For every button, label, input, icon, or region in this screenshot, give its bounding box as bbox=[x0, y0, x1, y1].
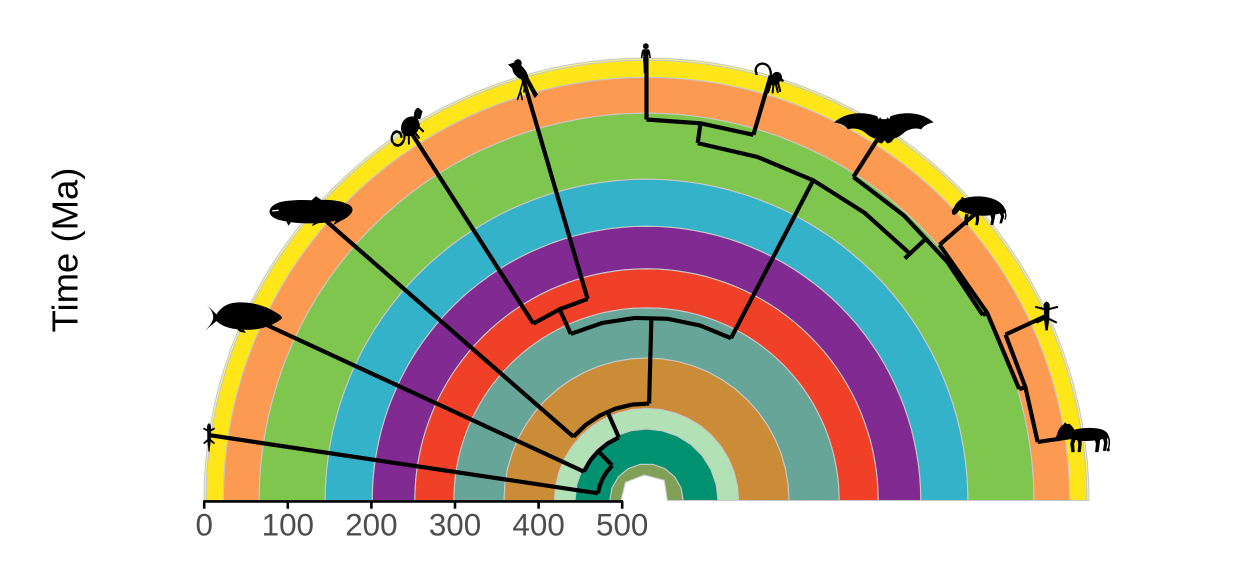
svg-text:200: 200 bbox=[345, 508, 397, 543]
svg-text:300: 300 bbox=[429, 508, 481, 543]
svg-text:Time (Ma): Time (Ma) bbox=[45, 168, 86, 333]
svg-text:0: 0 bbox=[195, 508, 212, 543]
svg-text:500: 500 bbox=[596, 508, 648, 543]
svg-text:400: 400 bbox=[512, 508, 564, 543]
svg-text:100: 100 bbox=[262, 508, 314, 543]
